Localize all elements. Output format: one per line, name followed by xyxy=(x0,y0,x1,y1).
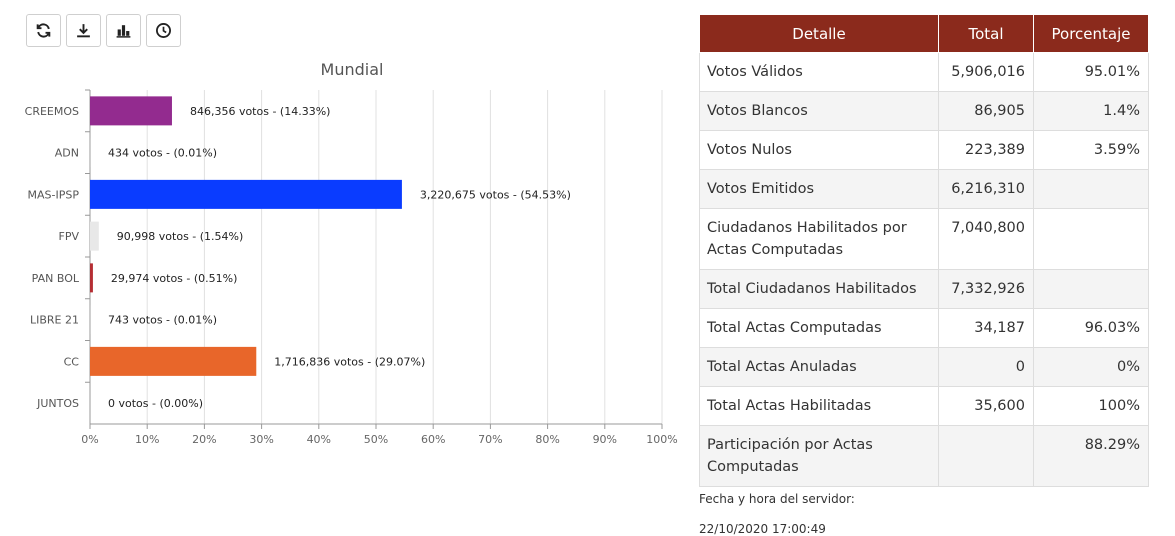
cell-total: 86,905 xyxy=(939,92,1034,131)
category-labels: CREEMOS ADN MAS-IPSP FPV PAN BOL LIBRE 21 CC JU… xyxy=(25,90,90,410)
cell-porcentaje: 1.4% xyxy=(1034,92,1149,131)
table-row: Votos Blancos 86,905 1.4% xyxy=(700,92,1149,131)
cell-porcentaje xyxy=(1034,170,1149,209)
table-row: Total Actas Habilitadas 35,600 100% xyxy=(700,387,1149,426)
table-row: Votos Válidos 5,906,016 95.01% xyxy=(700,53,1149,92)
category-label: FPV xyxy=(59,230,80,243)
cell-detalle: Votos Emitidos xyxy=(700,170,939,209)
cell-total: 7,040,800 xyxy=(939,209,1034,270)
cell-total: 6,216,310 xyxy=(939,170,1034,209)
x-tick-label: 30% xyxy=(249,433,273,446)
download-button[interactable] xyxy=(66,14,101,47)
x-tick-label: 70% xyxy=(478,433,502,446)
category-label: MAS-IPSP xyxy=(28,188,80,201)
category-label: CC xyxy=(64,355,80,368)
cell-porcentaje: 96.03% xyxy=(1034,309,1149,348)
table-row: Ciudadanos Habilitados por Actas Computa… xyxy=(700,209,1149,270)
category-label: PAN BOL xyxy=(32,272,80,285)
history-button[interactable] xyxy=(146,14,181,47)
data-label: 743 votos - (0.01%) xyxy=(108,314,217,327)
data-label: 1,716,836 votos - (29.07%) xyxy=(274,355,425,368)
bar xyxy=(90,347,256,376)
x-tick-label: 10% xyxy=(135,433,159,446)
cell-porcentaje xyxy=(1034,209,1149,270)
table-row: Total Ciudadanos Habilitados 7,332,926 xyxy=(700,270,1149,309)
cell-detalle: Ciudadanos Habilitados por Actas Computa… xyxy=(700,209,939,270)
header-detalle: Detalle xyxy=(700,15,939,53)
data-label: 0 votos - (0.00%) xyxy=(108,397,203,410)
bar xyxy=(90,263,93,292)
cell-detalle: Votos Válidos xyxy=(700,53,939,92)
cell-total: 35,600 xyxy=(939,387,1034,426)
data-label: 3,220,675 votos - (54.53%) xyxy=(420,188,571,201)
category-label: JUNTOS xyxy=(36,397,79,410)
data-label: 846,356 votos - (14.33%) xyxy=(190,105,330,118)
server-time-value: 22/10/2020 17:00:49 xyxy=(699,522,826,536)
table-row: Total Actas Computadas 34,187 96.03% xyxy=(700,309,1149,348)
refresh-button[interactable] xyxy=(26,14,61,47)
x-tick-label: 60% xyxy=(421,433,445,446)
bar-chart: Mundial CREEMOS ADN MAS-IPSP FPV PAN BOL LIBR… xyxy=(0,52,690,462)
chart-title: Mundial xyxy=(321,60,384,79)
data-label: 29,974 votos - (0.51%) xyxy=(111,272,238,285)
cell-detalle: Total Actas Anuladas xyxy=(700,348,939,387)
cell-detalle: Votos Blancos xyxy=(700,92,939,131)
cell-porcentaje: 3.59% xyxy=(1034,131,1149,170)
cell-total: 0 xyxy=(939,348,1034,387)
chart-button[interactable] xyxy=(106,14,141,47)
table-row: Votos Nulos 223,389 3.59% xyxy=(700,131,1149,170)
cell-detalle: Total Ciudadanos Habilitados xyxy=(700,270,939,309)
bar xyxy=(90,180,402,209)
results-table: Detalle Total Porcentaje Votos Válidos 5… xyxy=(699,14,1149,487)
cell-total: 223,389 xyxy=(939,131,1034,170)
cell-detalle: Votos Nulos xyxy=(700,131,939,170)
table-row: Total Actas Anuladas 0 0% xyxy=(700,348,1149,387)
category-label: CREEMOS xyxy=(25,105,79,118)
bar xyxy=(90,96,172,125)
x-tick-label: 90% xyxy=(593,433,617,446)
server-time-label: Fecha y hora del servidor: xyxy=(699,492,855,506)
cell-porcentaje: 88.29% xyxy=(1034,426,1149,487)
cell-total: 7,332,926 xyxy=(939,270,1034,309)
x-tick-label: 0% xyxy=(81,433,98,446)
data-label: 90,998 votos - (1.54%) xyxy=(117,230,244,243)
cell-detalle: Total Actas Computadas xyxy=(700,309,939,348)
cell-total: 34,187 xyxy=(939,309,1034,348)
x-tick-label: 100% xyxy=(646,433,677,446)
bar xyxy=(90,222,99,251)
cell-detalle: Total Actas Habilitadas xyxy=(700,387,939,426)
x-tick-label: 80% xyxy=(535,433,559,446)
cell-total: 5,906,016 xyxy=(939,53,1034,92)
category-label: ADN xyxy=(55,147,79,160)
chart-toolbar xyxy=(26,14,181,47)
x-tick-label: 20% xyxy=(192,433,216,446)
x-axis-ticks: 0% 10% 20% 30% 40% 50% 60% 70% 80% 90% 100% xyxy=(81,424,677,446)
cell-porcentaje xyxy=(1034,270,1149,309)
table-header-row: Detalle Total Porcentaje xyxy=(700,15,1149,53)
cell-porcentaje: 95.01% xyxy=(1034,53,1149,92)
clock-icon xyxy=(155,22,172,39)
cell-total xyxy=(939,426,1034,487)
x-tick-label: 50% xyxy=(364,433,388,446)
bar-chart-icon xyxy=(115,22,132,39)
x-tick-label: 40% xyxy=(307,433,331,446)
category-label: LIBRE 21 xyxy=(30,314,79,327)
header-total: Total xyxy=(939,15,1034,53)
refresh-icon xyxy=(35,22,52,39)
table-row: Votos Emitidos 6,216,310 xyxy=(700,170,1149,209)
header-porcentaje: Porcentaje xyxy=(1034,15,1149,53)
download-icon xyxy=(75,22,92,39)
cell-porcentaje: 100% xyxy=(1034,387,1149,426)
cell-porcentaje: 0% xyxy=(1034,348,1149,387)
cell-detalle: Participación por Actas Computadas xyxy=(700,426,939,487)
data-label: 434 votos - (0.01%) xyxy=(108,147,217,160)
table-row: Participación por Actas Computadas 88.29… xyxy=(700,426,1149,487)
